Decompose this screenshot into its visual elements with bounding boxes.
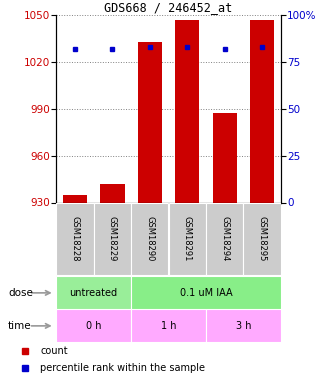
Bar [206, 309, 281, 342]
Bar [131, 309, 206, 342]
Text: GSM18295: GSM18295 [258, 216, 267, 262]
Text: GSM18290: GSM18290 [145, 216, 154, 262]
Bar [100, 184, 125, 203]
Text: GSM18291: GSM18291 [183, 216, 192, 262]
Text: 0 h: 0 h [86, 321, 101, 331]
Text: dose: dose [8, 288, 33, 298]
Bar [94, 203, 131, 275]
Text: 0.1 uM IAA: 0.1 uM IAA [180, 288, 232, 298]
Bar [138, 42, 162, 203]
Text: GSM18294: GSM18294 [220, 216, 229, 262]
Bar [169, 203, 206, 275]
Bar [131, 203, 169, 275]
Bar [56, 203, 94, 275]
Text: time: time [8, 321, 32, 331]
Bar [213, 113, 237, 202]
Text: 3 h: 3 h [236, 321, 251, 331]
Bar [63, 195, 87, 202]
Bar [243, 203, 281, 275]
Text: 1 h: 1 h [161, 321, 176, 331]
Bar [56, 276, 131, 309]
Text: count: count [40, 346, 68, 356]
Text: untreated: untreated [70, 288, 118, 298]
Text: percentile rank within the sample: percentile rank within the sample [40, 363, 205, 373]
Text: GSM18228: GSM18228 [70, 216, 79, 262]
Bar [56, 309, 131, 342]
Bar [175, 20, 199, 203]
Title: GDS668 / 246452_at: GDS668 / 246452_at [104, 1, 233, 14]
Bar [131, 276, 281, 309]
Bar [206, 203, 243, 275]
Text: GSM18229: GSM18229 [108, 216, 117, 262]
Bar [250, 20, 274, 203]
